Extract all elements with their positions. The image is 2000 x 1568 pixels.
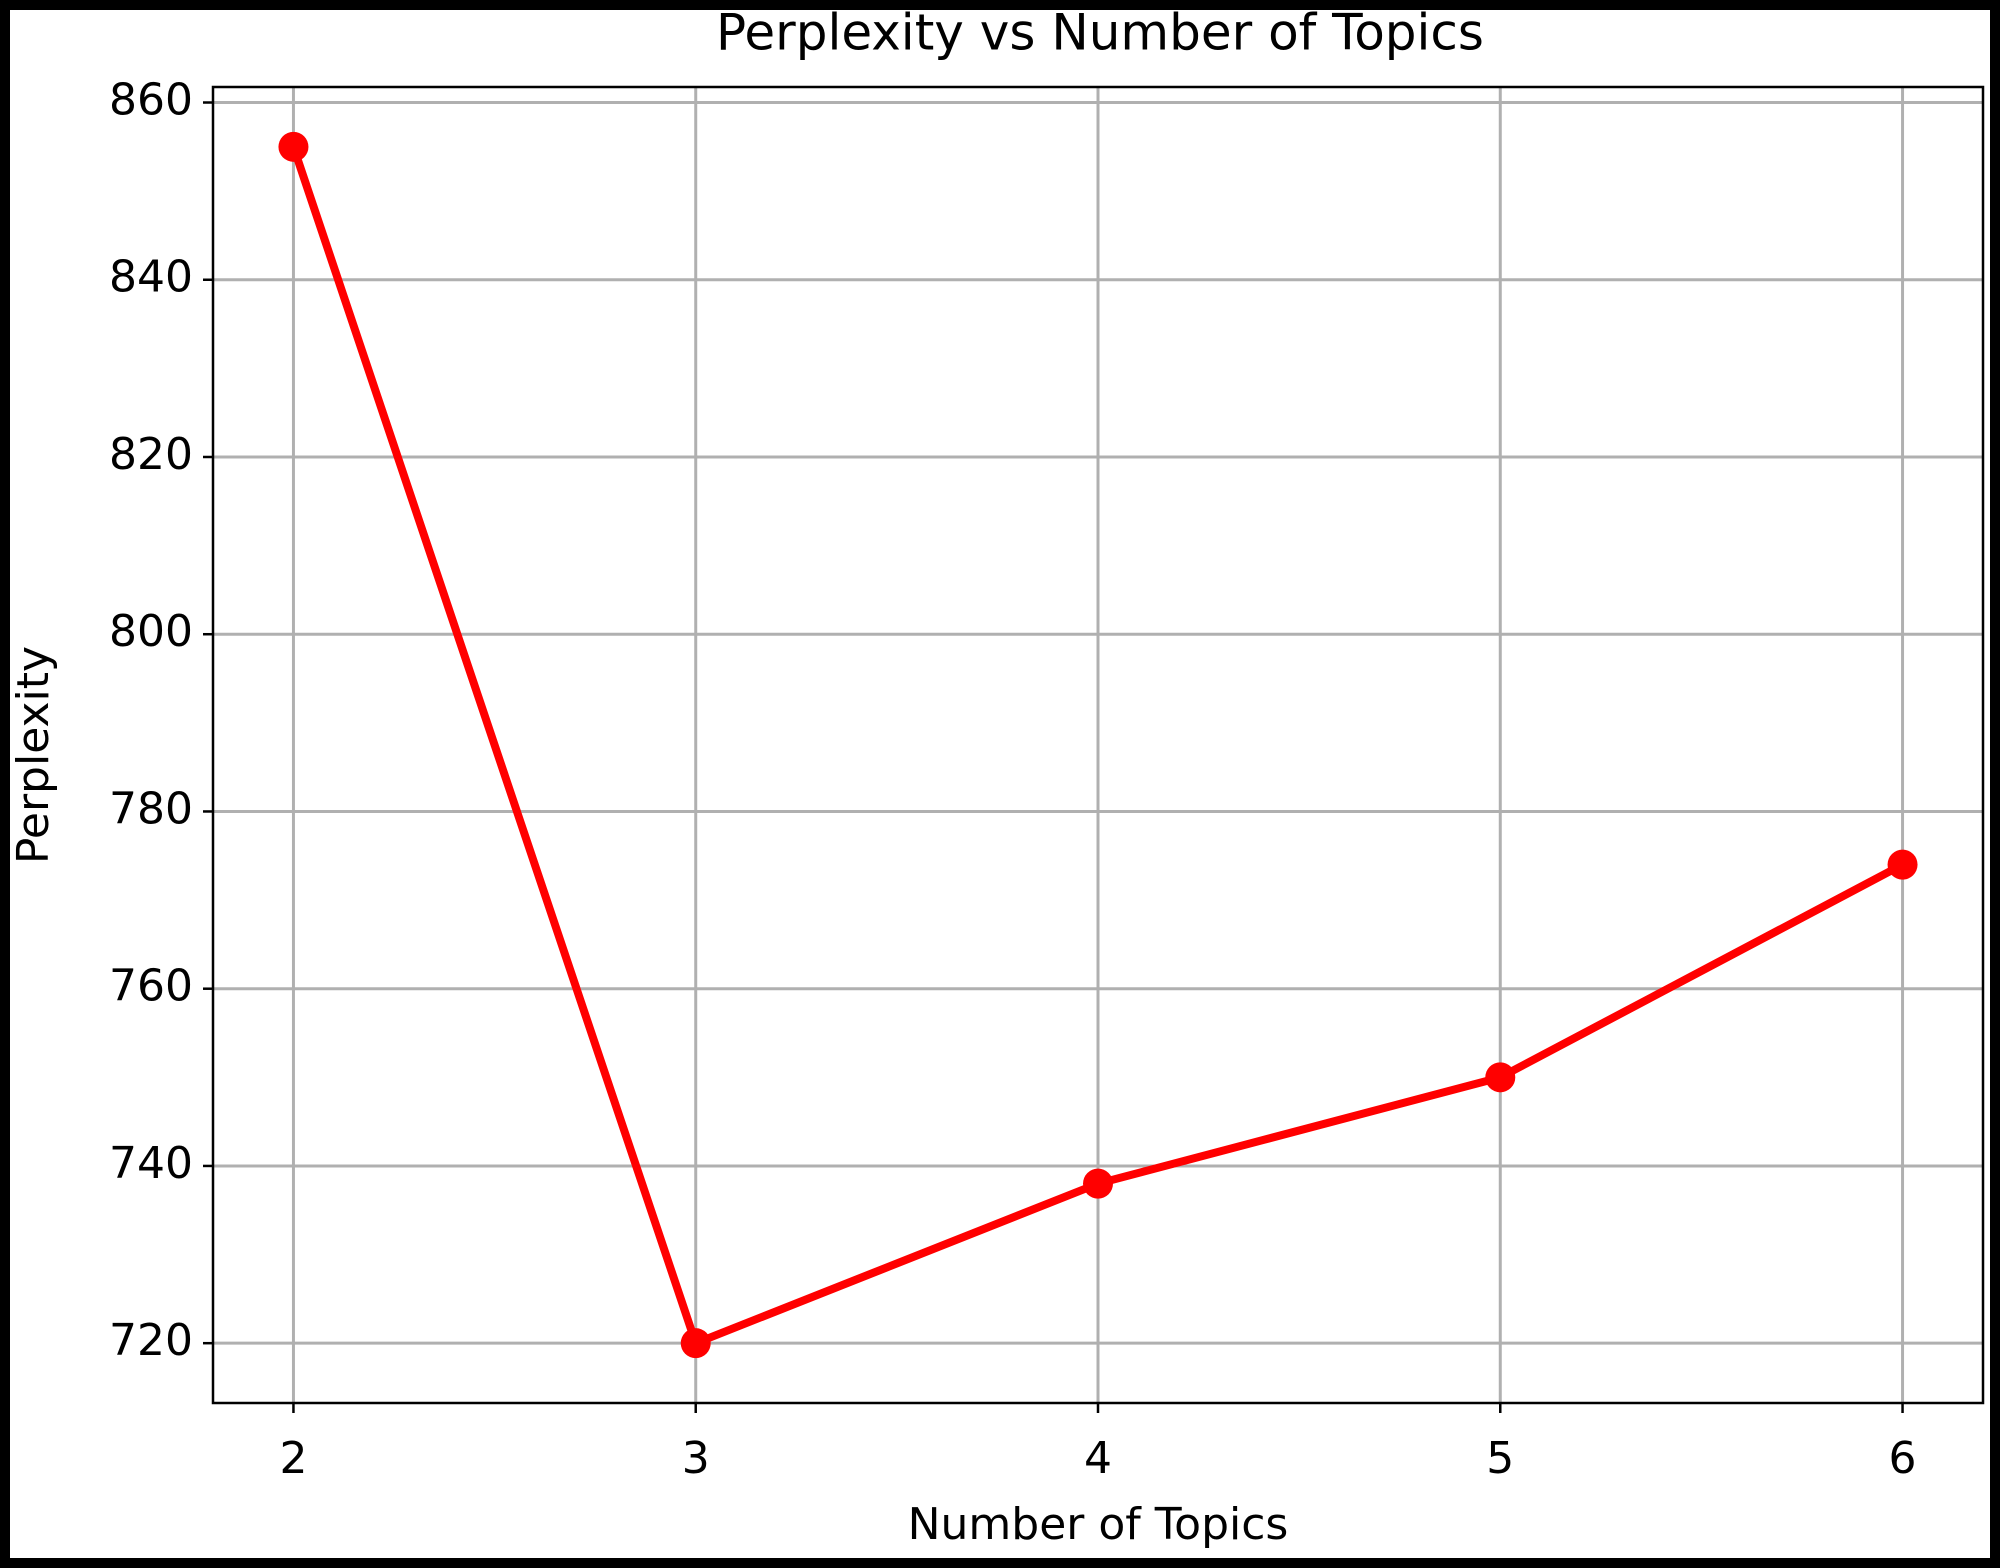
y-tick-label: 780: [109, 783, 193, 834]
plot-frame: [211, 85, 1985, 1405]
y-tick-label: 840: [109, 252, 193, 303]
data-point: [680, 1328, 711, 1359]
chart-title: Perplexity vs Number of Topics: [716, 4, 1484, 62]
y-axis-label: Perplexity: [8, 646, 59, 864]
x-tick-label: 4: [1084, 1433, 1112, 1484]
x-tick-label: 6: [1889, 1433, 1917, 1484]
y-tick-label: 800: [109, 606, 193, 657]
data-point: [278, 131, 309, 162]
x-tick-label: 5: [1486, 1433, 1514, 1484]
data-point: [1485, 1062, 1516, 1093]
x-tick-label: 3: [682, 1433, 710, 1484]
frame: [10, 10, 1990, 1558]
y-tick-label: 760: [109, 961, 193, 1012]
x-tick-label: 2: [279, 1433, 307, 1484]
x-axis-label: Number of Topics: [908, 1499, 1289, 1550]
y-tick-label: 720: [109, 1315, 193, 1366]
data-point: [1083, 1168, 1113, 1199]
y-tick-label: 740: [109, 1138, 193, 1189]
data-point: [1887, 849, 1918, 880]
y-tick-label: 820: [109, 429, 193, 480]
y-tick-label: 860: [109, 75, 193, 126]
